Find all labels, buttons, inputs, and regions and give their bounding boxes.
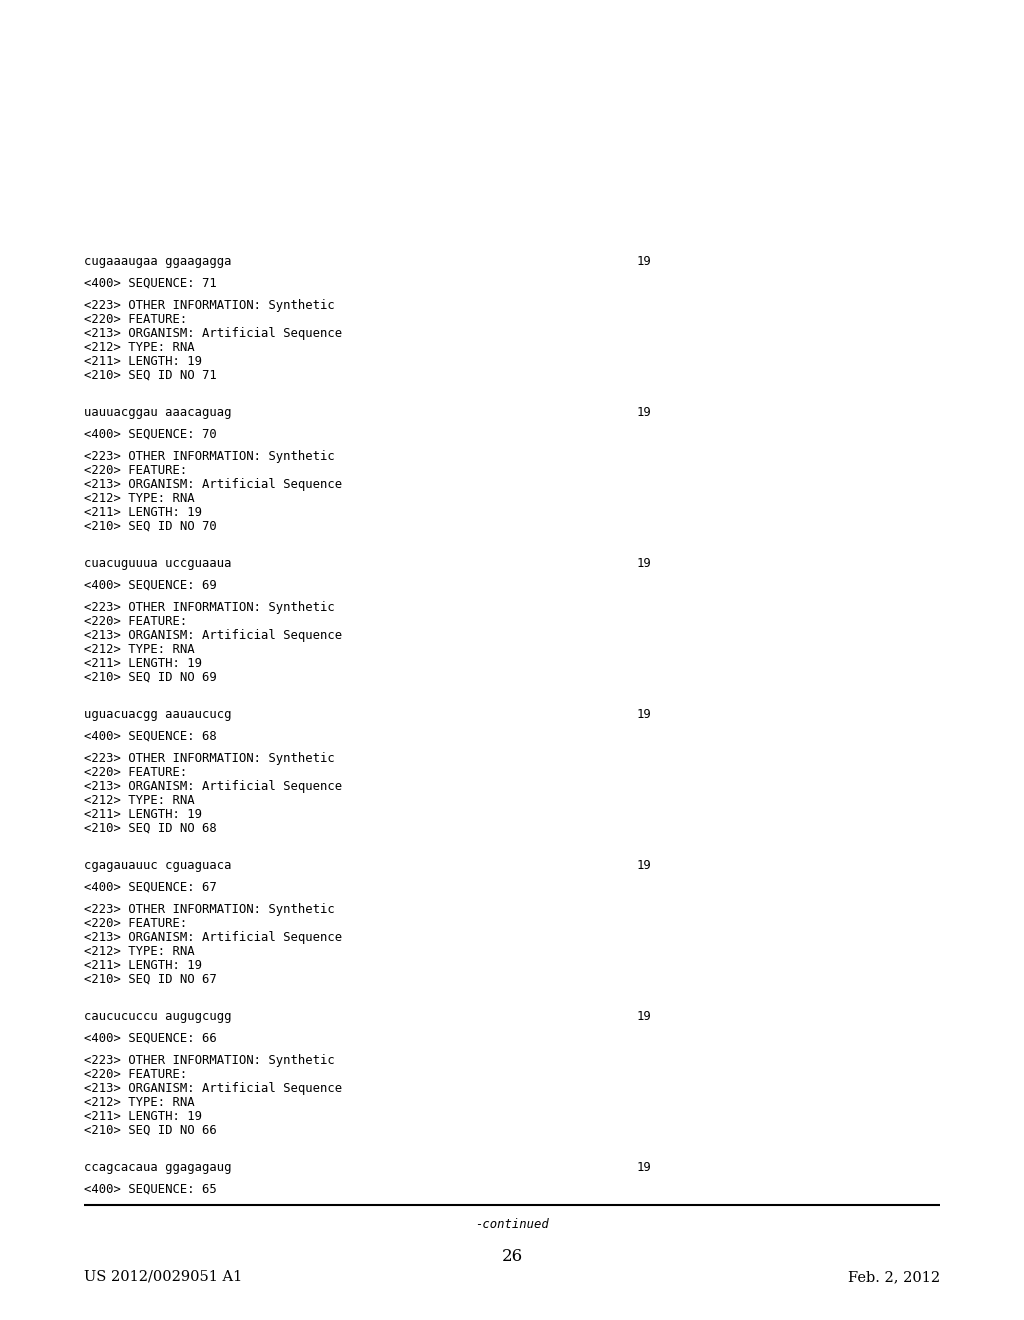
Text: <220> FEATURE:: <220> FEATURE: [84, 615, 187, 628]
Text: <210> SEQ ID NO 67: <210> SEQ ID NO 67 [84, 973, 217, 986]
Text: <212> TYPE: RNA: <212> TYPE: RNA [84, 945, 195, 958]
Text: <400> SEQUENCE: 70: <400> SEQUENCE: 70 [84, 428, 217, 441]
Text: <212> TYPE: RNA: <212> TYPE: RNA [84, 795, 195, 807]
Text: <223> OTHER INFORMATION: Synthetic: <223> OTHER INFORMATION: Synthetic [84, 1053, 335, 1067]
Text: 19: 19 [637, 1010, 651, 1023]
Text: <211> LENGTH: 19: <211> LENGTH: 19 [84, 1110, 202, 1123]
Text: <210> SEQ ID NO 69: <210> SEQ ID NO 69 [84, 671, 217, 684]
Text: <213> ORGANISM: Artificial Sequence: <213> ORGANISM: Artificial Sequence [84, 478, 342, 491]
Text: <220> FEATURE:: <220> FEATURE: [84, 917, 187, 931]
Text: <400> SEQUENCE: 69: <400> SEQUENCE: 69 [84, 579, 217, 591]
Text: US 2012/0029051 A1: US 2012/0029051 A1 [84, 1270, 243, 1284]
Text: <211> LENGTH: 19: <211> LENGTH: 19 [84, 960, 202, 972]
Text: <212> TYPE: RNA: <212> TYPE: RNA [84, 643, 195, 656]
Text: <220> FEATURE:: <220> FEATURE: [84, 1068, 187, 1081]
Text: <211> LENGTH: 19: <211> LENGTH: 19 [84, 506, 202, 519]
Text: -continued: -continued [475, 1218, 549, 1232]
Text: <400> SEQUENCE: 66: <400> SEQUENCE: 66 [84, 1032, 217, 1045]
Text: <212> TYPE: RNA: <212> TYPE: RNA [84, 1096, 195, 1109]
Text: <220> FEATURE:: <220> FEATURE: [84, 465, 187, 477]
Text: <400> SEQUENCE: 71: <400> SEQUENCE: 71 [84, 277, 217, 290]
Text: 19: 19 [637, 255, 651, 268]
Text: <211> LENGTH: 19: <211> LENGTH: 19 [84, 355, 202, 368]
Text: <223> OTHER INFORMATION: Synthetic: <223> OTHER INFORMATION: Synthetic [84, 300, 335, 312]
Text: <213> ORGANISM: Artificial Sequence: <213> ORGANISM: Artificial Sequence [84, 931, 342, 944]
Text: <213> ORGANISM: Artificial Sequence: <213> ORGANISM: Artificial Sequence [84, 1082, 342, 1096]
Text: 19: 19 [637, 557, 651, 570]
Text: <400> SEQUENCE: 68: <400> SEQUENCE: 68 [84, 730, 217, 743]
Text: Feb. 2, 2012: Feb. 2, 2012 [848, 1270, 940, 1284]
Text: 19: 19 [637, 859, 651, 873]
Text: <210> SEQ ID NO 66: <210> SEQ ID NO 66 [84, 1125, 217, 1137]
Text: <210> SEQ ID NO 71: <210> SEQ ID NO 71 [84, 370, 217, 381]
Text: uguacuacgg aauaucucg: uguacuacgg aauaucucg [84, 708, 231, 721]
Text: <223> OTHER INFORMATION: Synthetic: <223> OTHER INFORMATION: Synthetic [84, 450, 335, 463]
Text: cugaaaugaa ggaagagga: cugaaaugaa ggaagagga [84, 255, 231, 268]
Text: 19: 19 [637, 708, 651, 721]
Text: <211> LENGTH: 19: <211> LENGTH: 19 [84, 657, 202, 671]
Text: <210> SEQ ID NO 70: <210> SEQ ID NO 70 [84, 520, 217, 533]
Text: <213> ORGANISM: Artificial Sequence: <213> ORGANISM: Artificial Sequence [84, 780, 342, 793]
Text: <212> TYPE: RNA: <212> TYPE: RNA [84, 341, 195, 354]
Text: <213> ORGANISM: Artificial Sequence: <213> ORGANISM: Artificial Sequence [84, 327, 342, 341]
Text: uauuacggau aaacaguag: uauuacggau aaacaguag [84, 407, 231, 418]
Text: <220> FEATURE:: <220> FEATURE: [84, 766, 187, 779]
Text: 26: 26 [502, 1247, 522, 1265]
Text: cgagauauuc cguaguaca: cgagauauuc cguaguaca [84, 859, 231, 873]
Text: <210> SEQ ID NO 68: <210> SEQ ID NO 68 [84, 822, 217, 836]
Text: <223> OTHER INFORMATION: Synthetic: <223> OTHER INFORMATION: Synthetic [84, 601, 335, 614]
Text: <400> SEQUENCE: 65: <400> SEQUENCE: 65 [84, 1183, 217, 1196]
Text: <223> OTHER INFORMATION: Synthetic: <223> OTHER INFORMATION: Synthetic [84, 903, 335, 916]
Text: 19: 19 [637, 1162, 651, 1173]
Text: <211> LENGTH: 19: <211> LENGTH: 19 [84, 808, 202, 821]
Text: 19: 19 [637, 407, 651, 418]
Text: ccagcacaua ggagagaug: ccagcacaua ggagagaug [84, 1162, 231, 1173]
Text: caucucuccu augugcugg: caucucuccu augugcugg [84, 1010, 231, 1023]
Text: <212> TYPE: RNA: <212> TYPE: RNA [84, 492, 195, 506]
Text: cuacuguuua uccguaaua: cuacuguuua uccguaaua [84, 557, 231, 570]
Text: <213> ORGANISM: Artificial Sequence: <213> ORGANISM: Artificial Sequence [84, 630, 342, 642]
Text: <400> SEQUENCE: 67: <400> SEQUENCE: 67 [84, 880, 217, 894]
Text: <220> FEATURE:: <220> FEATURE: [84, 313, 187, 326]
Text: <223> OTHER INFORMATION: Synthetic: <223> OTHER INFORMATION: Synthetic [84, 752, 335, 766]
